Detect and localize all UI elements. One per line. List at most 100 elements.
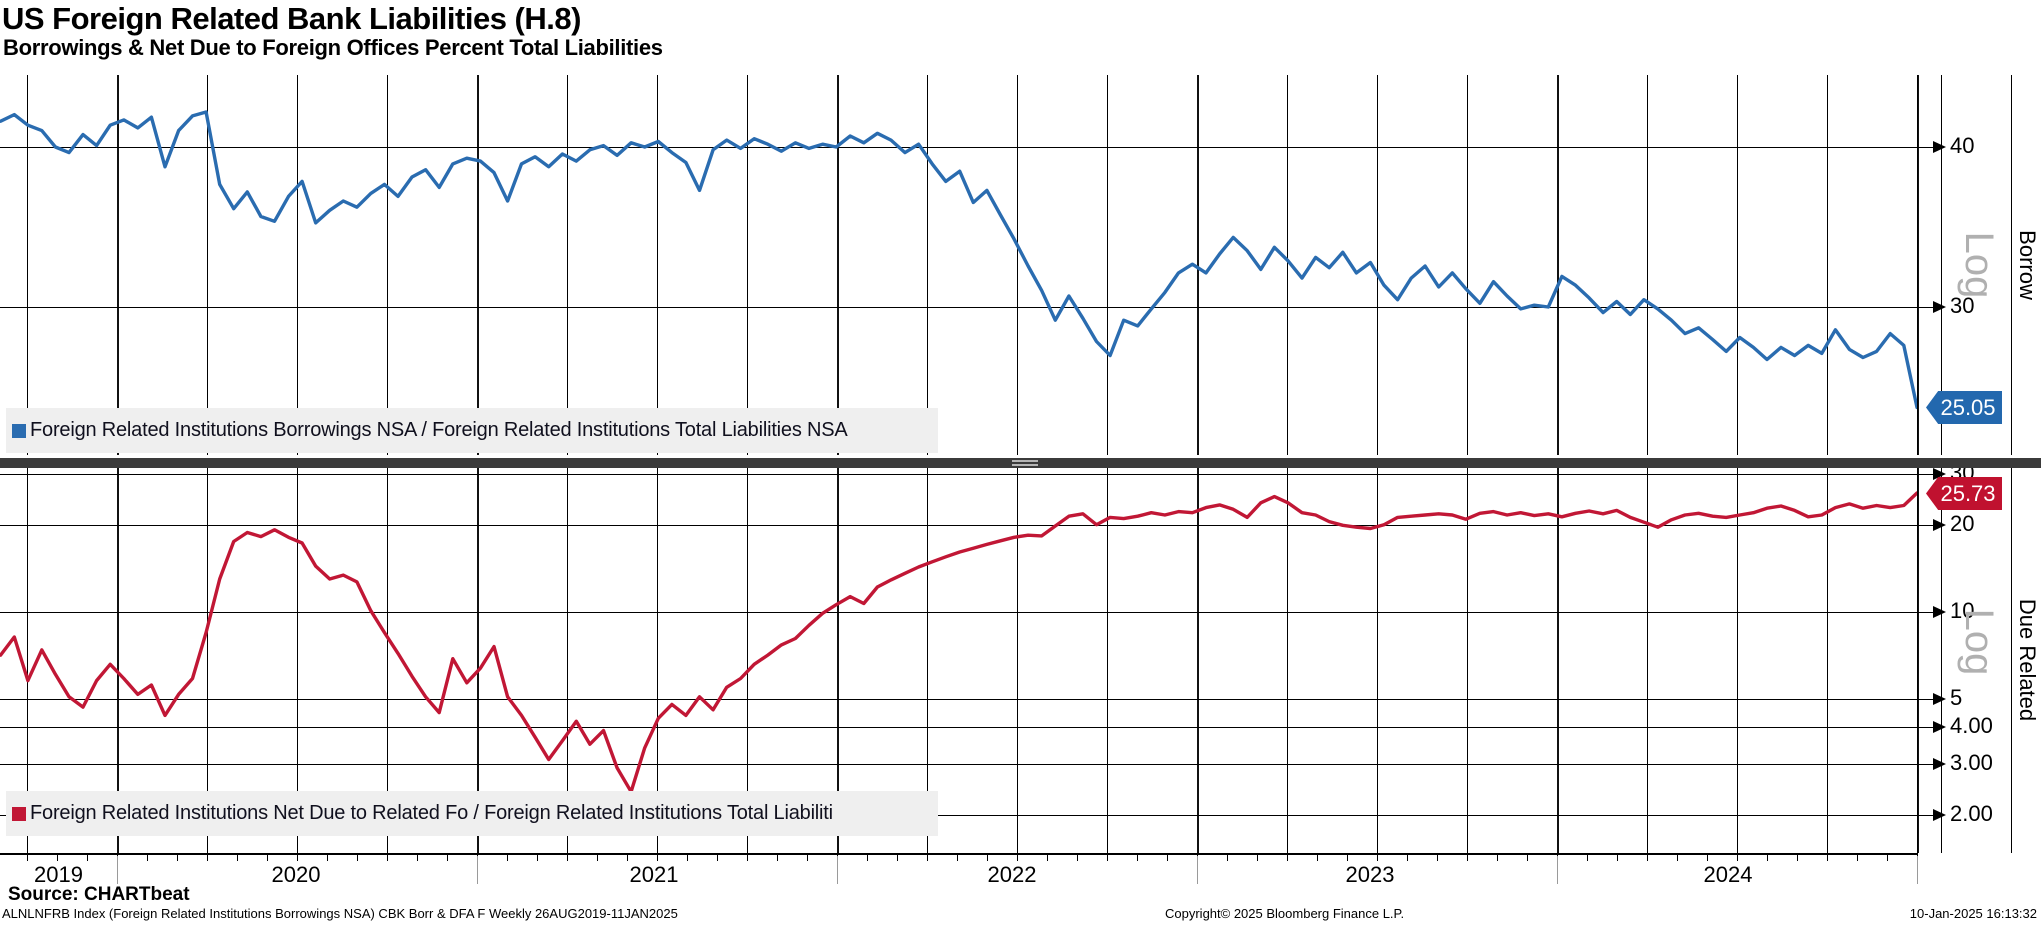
month-tick <box>927 855 928 861</box>
month-tick <box>177 855 178 861</box>
year-separator <box>477 856 478 884</box>
footer-copyright: Copyright© 2025 Bloomberg Finance L.P. <box>1165 906 1405 921</box>
year-label: 2021 <box>629 862 679 887</box>
month-tick <box>987 855 988 861</box>
year-label: 2024 <box>1703 862 1753 887</box>
month-tick <box>1707 855 1708 861</box>
legend-marker-square-icon <box>12 423 26 438</box>
month-tick <box>867 855 868 861</box>
legend-net-due[interactable]: Foreign Related Institutions Net Due to … <box>6 791 938 836</box>
year-label: 2019 <box>34 862 83 887</box>
month-tick <box>1227 855 1228 861</box>
axis-title-borrow: Borrow <box>2015 230 2040 300</box>
year-label: 2022 <box>987 862 1037 887</box>
month-tick <box>1497 855 1498 861</box>
month-tick <box>1467 855 1468 861</box>
log-scale-label-top: Log <box>1957 231 2001 299</box>
vertical-gridline <box>1917 468 1919 853</box>
month-tick <box>1257 855 1258 861</box>
tick-line <box>1917 764 1934 765</box>
tick-line <box>1917 612 1934 613</box>
log-scale-label-bottom: Log <box>1957 608 2001 676</box>
month-tick <box>717 855 718 861</box>
legend-marker-square-icon <box>12 806 26 821</box>
series-line-borrowings[interactable] <box>0 75 1917 455</box>
month-tick <box>1077 855 1078 861</box>
y-axis-tick-label: 20 <box>1950 510 1975 536</box>
month-tick <box>1767 855 1768 861</box>
tick-arrow-icon <box>1933 693 1946 705</box>
plot-right-spine <box>1917 468 1918 853</box>
month-tick <box>297 855 298 861</box>
month-tick <box>897 855 898 861</box>
axis-title-spine <box>2011 75 2012 455</box>
month-tick <box>1617 855 1618 861</box>
month-tick <box>597 855 598 861</box>
last-value-badge-borrowings: 25.05 <box>1926 391 2002 424</box>
month-tick <box>387 855 388 861</box>
divider-grip-handle[interactable] <box>1012 460 1038 466</box>
legend-borrowings[interactable]: Foreign Related Institutions Borrowings … <box>6 408 938 453</box>
month-tick <box>447 855 448 861</box>
month-tick <box>657 855 658 861</box>
y-axis-tick-label: 5 <box>1950 684 1963 710</box>
tick-arrow-icon <box>1933 301 1946 313</box>
month-tick <box>1137 855 1138 861</box>
month-tick <box>777 855 778 861</box>
month-tick <box>1677 855 1678 861</box>
tick-arrow-icon <box>1933 721 1946 733</box>
tick-arrow-icon <box>1933 519 1946 531</box>
series-line-net-due[interactable] <box>0 468 1917 853</box>
month-tick <box>87 855 88 861</box>
axis-title-spine <box>2011 468 2012 853</box>
tick-line <box>1917 525 1934 526</box>
month-tick <box>1437 855 1438 861</box>
footer-index-line: ALNLNFRB Index (Foreign Related Institut… <box>2 906 678 921</box>
month-tick <box>1797 855 1798 861</box>
month-tick <box>1827 855 1828 861</box>
month-tick <box>1377 855 1378 861</box>
month-tick <box>357 855 358 861</box>
month-tick <box>1107 855 1108 861</box>
tick-line <box>1917 727 1934 728</box>
month-tick <box>237 855 238 861</box>
month-tick <box>1737 855 1738 861</box>
y-axis-tick-label: 40 <box>1950 132 1975 158</box>
tick-arrow-icon <box>1933 141 1946 153</box>
year-label: 2020 <box>271 862 321 887</box>
month-tick <box>567 855 568 861</box>
month-tick <box>27 855 28 861</box>
month-tick <box>147 855 148 861</box>
tick-line <box>1917 307 1934 308</box>
month-tick <box>1887 855 1888 861</box>
page-subtitle: Borrowings & Net Due to Foreign Offices … <box>3 35 663 60</box>
legend-net-due-label: Foreign Related Institutions Net Due to … <box>30 802 833 824</box>
month-tick <box>207 855 208 861</box>
month-tick <box>1047 855 1048 861</box>
tick-line <box>1917 147 1934 148</box>
tick-arrow-icon <box>1933 809 1946 821</box>
month-tick <box>1287 855 1288 861</box>
tick-line <box>1917 815 1934 816</box>
month-tick <box>537 855 538 861</box>
month-tick <box>507 855 508 861</box>
month-tick <box>807 855 808 861</box>
month-tick <box>627 855 628 861</box>
month-tick <box>1857 855 1858 861</box>
month-tick <box>1167 855 1168 861</box>
year-separator <box>837 856 838 884</box>
last-value-badge-net-due: 25.73 <box>1926 477 2002 510</box>
tick-arrow-icon <box>1933 606 1946 618</box>
month-tick <box>267 855 268 861</box>
month-tick <box>1647 855 1648 861</box>
vertical-gridline <box>1917 75 1919 455</box>
month-tick <box>1407 855 1408 861</box>
month-tick <box>1017 855 1018 861</box>
footer-timestamp: 10-Jan-2025 16:13:32 <box>1909 906 2037 921</box>
month-tick <box>1587 855 1588 861</box>
footer-source: Source: CHARTbeat <box>8 884 190 905</box>
month-tick <box>747 855 748 861</box>
tick-line <box>1917 474 1934 475</box>
legend-borrowings-label: Foreign Related Institutions Borrowings … <box>30 419 848 441</box>
